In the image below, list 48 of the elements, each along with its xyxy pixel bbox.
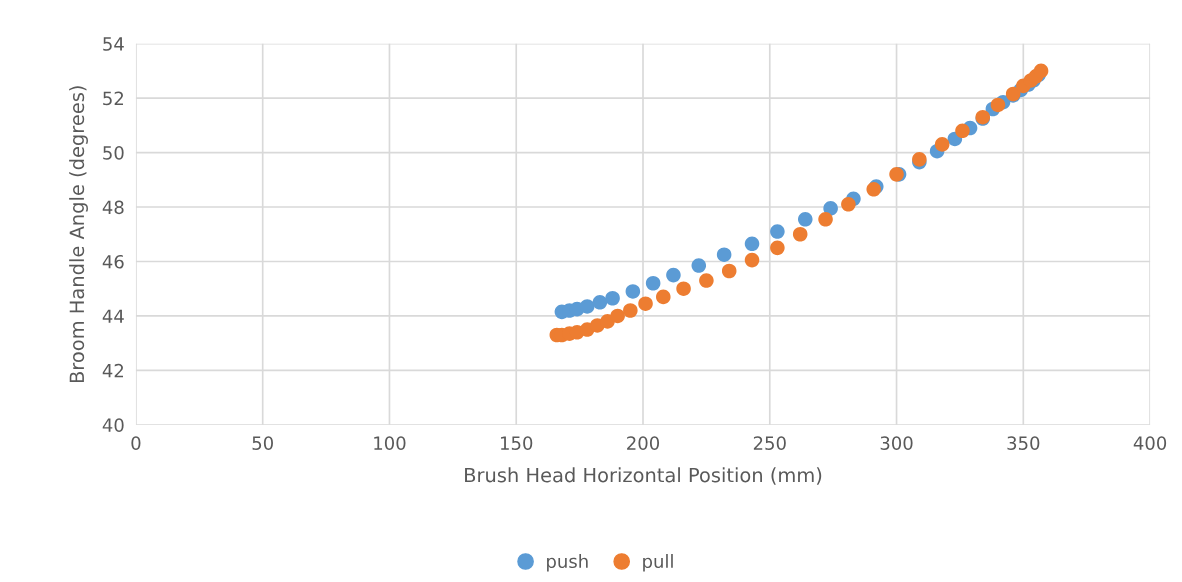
point — [676, 281, 691, 296]
y-axis-title: Broom Handle Angle (degrees) — [69, 86, 88, 383]
point — [623, 303, 638, 318]
point — [990, 97, 1006, 113]
y-tick-label: 44 — [102, 309, 124, 323]
point — [770, 224, 785, 239]
x-tick-label: 50 — [252, 436, 273, 450]
x-tick-label: 150 — [500, 436, 533, 450]
point — [638, 296, 653, 311]
point — [934, 137, 950, 152]
x-tick-label: 0 — [131, 436, 141, 450]
point — [841, 197, 856, 212]
point — [797, 212, 813, 227]
point — [592, 295, 608, 310]
legend-label: pull — [643, 554, 673, 572]
x-axis-title: Brush Head Horizontal Position (mm) — [465, 467, 822, 485]
point — [744, 236, 760, 252]
point — [656, 289, 671, 305]
y-tick-label: 40 — [102, 418, 124, 432]
point — [770, 240, 785, 256]
x-tick-label: 300 — [880, 436, 913, 450]
point — [792, 226, 808, 242]
legend-label: push — [547, 554, 588, 572]
x-tick-label: 400 — [1133, 436, 1167, 450]
point — [610, 308, 625, 324]
point — [716, 247, 732, 262]
point — [955, 123, 970, 139]
y-tick-label: 52 — [103, 91, 124, 106]
point — [691, 258, 707, 273]
point — [721, 263, 737, 279]
point — [699, 273, 714, 288]
point — [818, 212, 833, 227]
y-tick-label: 50 — [103, 146, 124, 160]
point — [645, 275, 661, 291]
point — [1033, 63, 1049, 79]
point — [744, 252, 760, 268]
y-tick-label: 46 — [102, 254, 124, 269]
point — [605, 290, 620, 306]
point — [625, 284, 641, 299]
y-tick-label: 54 — [103, 37, 124, 51]
x-tick-label: 350 — [1007, 436, 1040, 450]
y-tick-label: 48 — [102, 200, 124, 215]
x-tick-label: 100 — [374, 436, 406, 450]
point — [666, 267, 681, 283]
point — [579, 299, 595, 314]
x-tick-label: 250 — [753, 436, 786, 450]
x-tick-label: 200 — [627, 436, 660, 450]
y-tick-label: 42 — [102, 363, 124, 378]
